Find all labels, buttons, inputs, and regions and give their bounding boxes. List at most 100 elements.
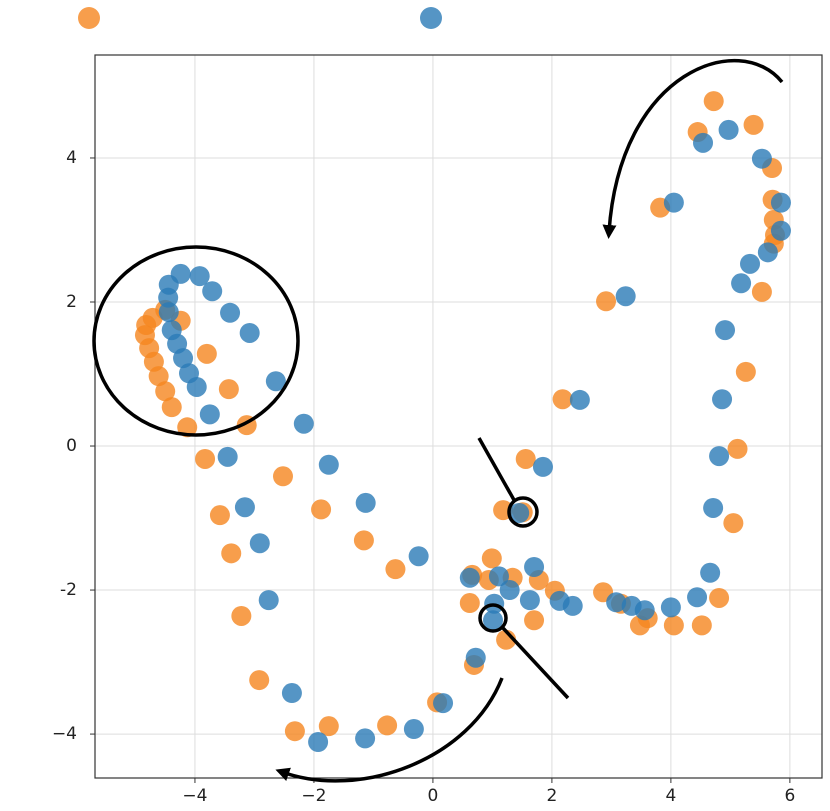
- point: [743, 114, 764, 135]
- point: [318, 716, 339, 737]
- point: [709, 587, 730, 608]
- plot-frame: [94, 54, 823, 779]
- point: [465, 647, 486, 668]
- point: [693, 132, 714, 153]
- point: [177, 417, 198, 438]
- point: [311, 499, 332, 520]
- point: [355, 728, 376, 749]
- point: [385, 559, 406, 580]
- point: [596, 291, 617, 312]
- point: [218, 379, 239, 400]
- point: [663, 192, 684, 213]
- x-tick-label: −2: [301, 786, 326, 806]
- point: [751, 281, 772, 302]
- point: [712, 389, 733, 410]
- x-tick-label: 4: [665, 786, 676, 806]
- point: [178, 363, 199, 384]
- point: [217, 446, 238, 467]
- point: [284, 721, 305, 742]
- point: [272, 466, 293, 487]
- point: [249, 670, 270, 691]
- y-tick-label: -2: [60, 580, 77, 600]
- point: [519, 590, 540, 611]
- point: [196, 343, 217, 364]
- point: [629, 615, 650, 636]
- point: [202, 281, 223, 302]
- point: [770, 192, 791, 213]
- points: [134, 91, 791, 752]
- point: [709, 446, 730, 467]
- point: [735, 361, 756, 382]
- point: [757, 242, 778, 263]
- point: [700, 562, 721, 583]
- pointer-line: [477, 437, 516, 501]
- y-tick-label: −4: [52, 724, 77, 744]
- highlight-circle: [507, 496, 539, 528]
- point: [161, 320, 182, 341]
- point: [727, 438, 748, 459]
- y-tick-label: 2: [66, 292, 77, 312]
- point: [499, 580, 520, 601]
- point: [715, 320, 736, 341]
- point: [355, 492, 376, 513]
- point: [663, 615, 684, 636]
- point: [161, 397, 182, 418]
- point: [483, 610, 504, 631]
- point: [155, 381, 176, 402]
- point: [532, 456, 553, 477]
- point: [239, 322, 260, 343]
- point: [293, 413, 314, 434]
- x-tick-label: 6: [784, 786, 795, 806]
- point: [509, 502, 530, 523]
- legend-marker: [420, 7, 442, 29]
- arrow: [275, 677, 504, 783]
- point: [459, 567, 480, 588]
- point: [433, 693, 454, 714]
- point: [723, 513, 744, 534]
- arrow: [602, 58, 784, 239]
- point: [318, 454, 339, 475]
- point: [234, 497, 255, 518]
- legend: [78, 7, 442, 29]
- point: [488, 566, 509, 587]
- point: [221, 543, 242, 564]
- point: [515, 448, 536, 469]
- point: [258, 590, 279, 611]
- point: [691, 615, 712, 636]
- point: [199, 404, 220, 425]
- point: [615, 286, 636, 307]
- point: [660, 597, 681, 618]
- highlight-circle: [478, 603, 508, 633]
- point: [751, 148, 772, 169]
- point: [703, 497, 724, 518]
- x-tick-label: 0: [428, 786, 439, 806]
- point: [231, 605, 252, 626]
- point: [524, 557, 545, 578]
- point: [189, 266, 210, 287]
- point: [403, 719, 424, 740]
- point: [740, 253, 761, 274]
- y-tick-label: 0: [66, 436, 77, 456]
- point: [703, 91, 724, 112]
- point: [265, 371, 286, 392]
- pointer-line: [501, 626, 570, 700]
- point: [549, 590, 570, 611]
- point: [569, 389, 590, 410]
- legend-marker: [78, 7, 100, 29]
- y-tick-label: 4: [66, 148, 77, 168]
- annotations: [92, 58, 784, 783]
- point: [459, 593, 480, 614]
- point: [377, 715, 398, 736]
- point: [524, 610, 545, 631]
- point: [353, 530, 374, 551]
- point: [195, 448, 216, 469]
- point: [481, 548, 502, 569]
- point: [621, 595, 642, 616]
- point: [158, 302, 179, 323]
- point: [606, 592, 627, 613]
- x-tick-label: 2: [546, 786, 557, 806]
- grid: −4 −2 0 2 4 6 −4 -2 0 2 4: [52, 55, 822, 806]
- point: [220, 302, 241, 323]
- point: [731, 273, 752, 294]
